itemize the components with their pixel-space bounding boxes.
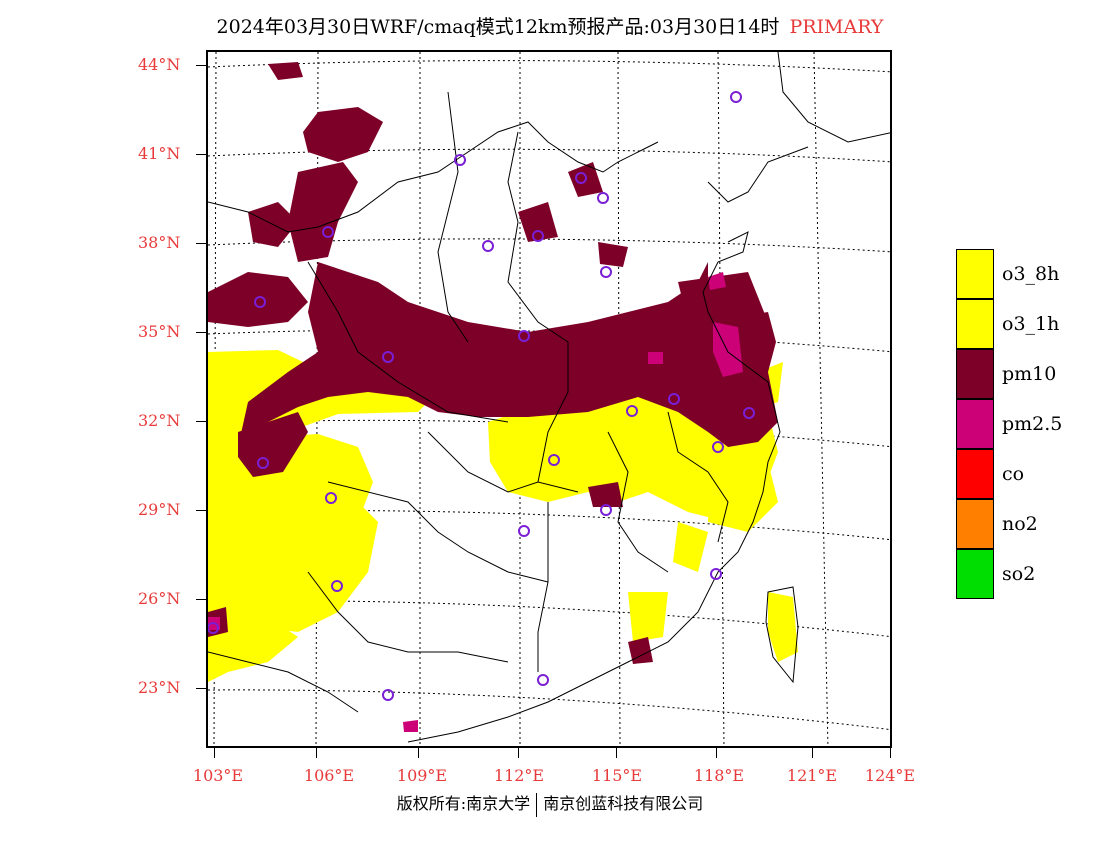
lon-tick <box>716 748 717 758</box>
lon-tick <box>418 748 419 758</box>
coastline <box>407 52 890 743</box>
legend-swatch <box>956 249 994 299</box>
legend-label: co <box>1002 463 1025 485</box>
lon-tick <box>316 748 317 758</box>
province-borders <box>208 91 729 713</box>
lat-label-44: 44°N <box>138 55 181 74</box>
lat-tick <box>196 243 206 244</box>
lat-label-35: 35°N <box>138 322 181 341</box>
lat-tick <box>196 332 206 333</box>
legend-swatch <box>956 499 994 549</box>
title-main: 2024年03月30日WRF/cmaq模式12km预报产品:03月30日14时 <box>216 16 780 38</box>
lat-tick <box>196 688 206 689</box>
title-primary-tag: PRIMARY <box>789 16 884 38</box>
legend-label: pm10 <box>1002 363 1057 385</box>
lon-label-124: 124°E <box>864 766 916 785</box>
lat-label-32: 32°N <box>138 411 181 430</box>
copyright-divider <box>536 792 538 817</box>
lon-tick <box>616 748 617 758</box>
lon-tick <box>214 748 215 758</box>
copyright-company: 南京创蓝科技有限公司 <box>543 794 704 813</box>
lat-tick <box>196 421 206 422</box>
map-title: 2024年03月30日WRF/cmaq模式12km预报产品:03月30日14时 P… <box>0 12 1100 39</box>
legend-swatch <box>956 399 994 449</box>
legend-label: o3_1h <box>1002 313 1060 335</box>
legend-swatch <box>956 349 994 399</box>
legend-label: o3_8h <box>1002 263 1060 285</box>
lon-label-118: 118°E <box>693 766 745 785</box>
lon-tick <box>890 748 891 758</box>
legend-swatch <box>956 549 994 599</box>
lon-label-109: 109°E <box>396 766 448 785</box>
legend-label: so2 <box>1002 563 1036 585</box>
lon-label-103: 103°E <box>192 766 244 785</box>
lat-tick <box>196 65 206 66</box>
lat-tick <box>196 510 206 511</box>
lat-label-23: 23°N <box>138 678 181 697</box>
legend-label: pm2.5 <box>1002 413 1063 435</box>
legend-label: no2 <box>1002 513 1038 535</box>
lat-label-29: 29°N <box>138 500 181 519</box>
lat-label-41: 41°N <box>138 144 181 163</box>
legend-swatch <box>956 449 994 499</box>
lat-label-38: 38°N <box>138 233 181 252</box>
copyright-owner: 版权所有:南京大学 <box>396 794 531 813</box>
lon-label-106: 106°E <box>303 766 355 785</box>
lat-tick <box>196 154 206 155</box>
forecast-map <box>206 50 892 748</box>
lat-label-26: 26°N <box>138 589 181 608</box>
copyright-footer: 版权所有:南京大学 南京创蓝科技有限公司 <box>0 790 1100 817</box>
lon-tick <box>812 748 813 758</box>
lon-tick <box>518 748 519 758</box>
lon-label-115: 115°E <box>591 766 643 785</box>
lon-label-112: 112°E <box>493 766 545 785</box>
legend-swatch <box>956 299 994 349</box>
pm10-areas <box>208 62 778 664</box>
pm25-areas <box>208 272 743 732</box>
station-markers <box>208 91 755 701</box>
map-canvas <box>208 52 890 746</box>
lon-label-121: 121°E <box>786 766 838 785</box>
lat-tick <box>196 599 206 600</box>
